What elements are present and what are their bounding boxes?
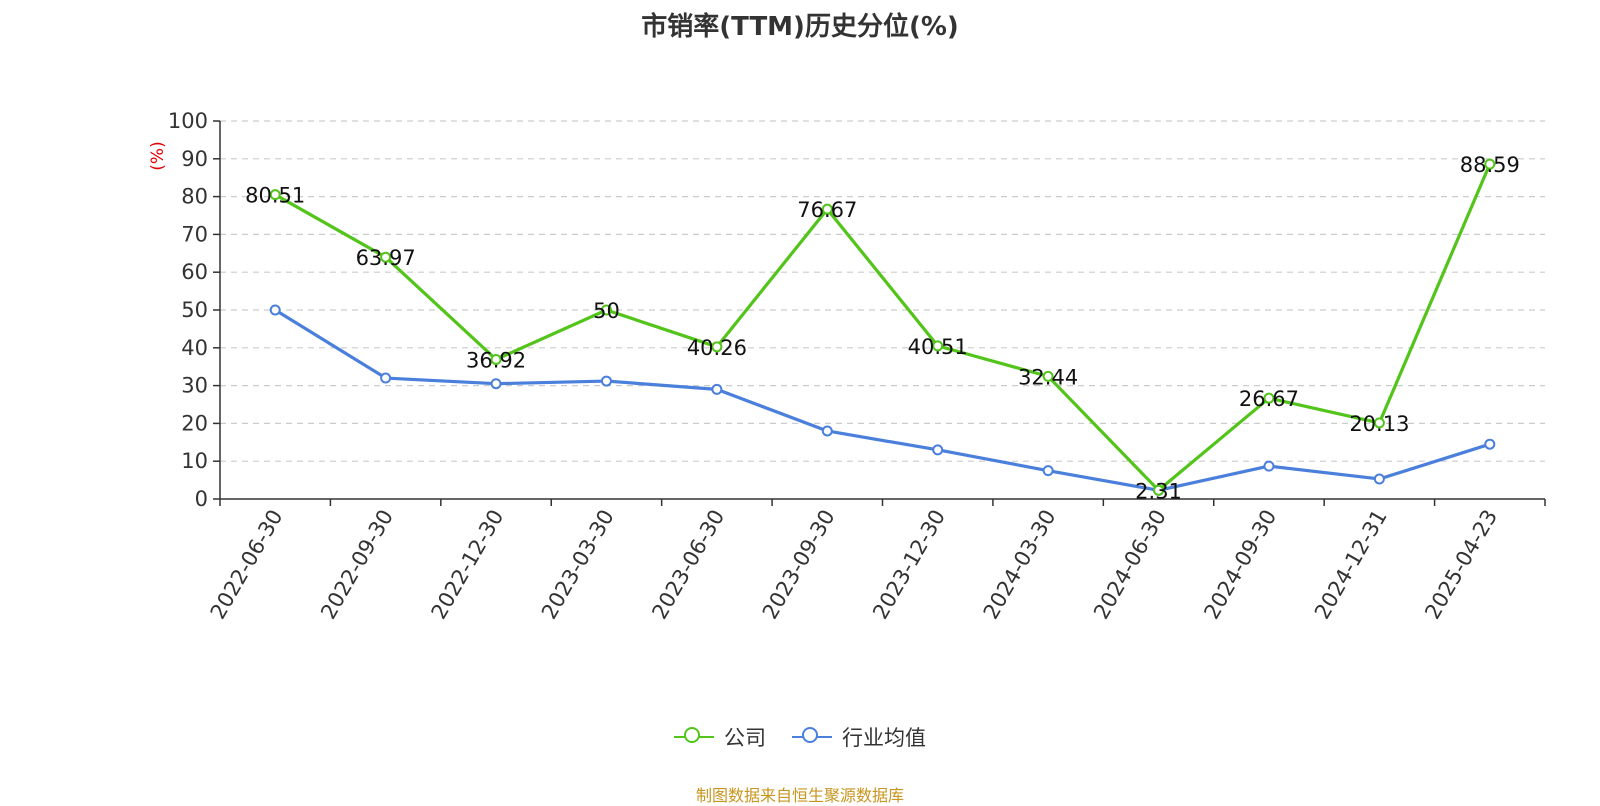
x-tick-label: 2023-09-30	[758, 506, 840, 624]
data-label: 36.92	[466, 348, 526, 372]
data-label: 2.31	[1135, 479, 1182, 503]
data-point-industry-average	[1263, 460, 1275, 472]
legend-item-industry-average[interactable]: 行业均值	[792, 722, 926, 752]
y-tick-label: 10	[181, 449, 208, 473]
y-tick-label: 20	[181, 411, 208, 435]
data-point-company	[1153, 484, 1165, 496]
data-point-company	[1042, 370, 1054, 382]
data-label: 76.67	[797, 198, 857, 222]
data-point-company	[711, 341, 723, 353]
legend-label-company: 公司	[724, 726, 766, 750]
data-point-company	[932, 340, 944, 352]
legend-label-industry-average: 行业均值	[842, 726, 926, 750]
x-tick-label: 2024-06-30	[1089, 506, 1171, 624]
data-point-company	[1373, 417, 1385, 429]
x-tick-label: 2025-04-23	[1420, 506, 1502, 624]
data-point-company	[600, 304, 612, 316]
y-tick-label: 100	[168, 109, 208, 133]
x-tick-label: 2022-06-30	[206, 506, 288, 624]
data-label: 32.44	[1018, 365, 1078, 389]
data-point-industry-average	[1484, 438, 1496, 450]
y-tick-label: 80	[181, 185, 208, 209]
data-point-company	[1263, 392, 1275, 404]
y-tick-label: 50	[181, 298, 208, 322]
legend: 公司 行业均值	[0, 722, 1600, 752]
y-tick-label: 40	[181, 336, 208, 360]
y-axis-label: (%)	[148, 141, 168, 170]
chart-title: 市销率(TTM)历史分位(%)	[641, 12, 959, 42]
x-tick-label: 2024-03-30	[979, 506, 1061, 624]
data-point-industry-average	[821, 425, 833, 437]
data-label: 80.51	[245, 184, 305, 208]
legend-swatch-company	[674, 726, 714, 748]
data-point-company	[821, 203, 833, 215]
data-point-industry-average	[380, 372, 392, 384]
data-label: 50	[593, 299, 620, 323]
legend-swatch-industry-average	[792, 726, 832, 748]
data-label: 26.67	[1239, 387, 1299, 411]
data-point-company	[380, 251, 392, 263]
x-tick-label: 2023-03-30	[537, 506, 619, 624]
data-point-company	[490, 353, 502, 365]
data-label: 63.97	[356, 246, 416, 270]
x-tick-label: 2023-12-30	[868, 505, 950, 623]
data-point-industry-average	[269, 304, 281, 316]
x-tick-label: 2022-09-30	[316, 506, 398, 624]
y-tick-label: 90	[181, 147, 208, 171]
data-label: 20.13	[1349, 412, 1409, 436]
data-label: 40.26	[687, 336, 747, 360]
data-point-industry-average	[600, 375, 612, 387]
data-point-industry-average	[1042, 465, 1054, 477]
data-label: 88.59	[1460, 153, 1520, 177]
data-point-industry-average	[932, 444, 944, 456]
y-tick-label: 30	[181, 374, 208, 398]
data-point-industry-average	[1373, 473, 1385, 485]
series-line-company	[274, 163, 1492, 492]
data-point-industry-average	[490, 378, 502, 390]
source-note: 制图数据来自恒生聚源数据库	[695, 786, 904, 805]
data-point-company	[269, 189, 281, 201]
data-point-industry-average	[711, 383, 723, 395]
series-line-industry-average	[274, 308, 1491, 492]
y-tick-label: 60	[181, 260, 208, 284]
x-tick-label: 2022-12-30	[427, 505, 509, 623]
x-tick-label: 2024-12-31	[1310, 506, 1392, 624]
x-tick-label: 2024-09-30	[1199, 506, 1281, 624]
data-point-company	[1484, 158, 1496, 170]
x-tick-label: 2023-06-30	[647, 506, 729, 624]
y-tick-label: 70	[181, 222, 208, 246]
legend-item-company[interactable]: 公司	[674, 722, 766, 752]
data-label: 40.51	[908, 335, 968, 359]
y-tick-label: 0	[195, 487, 208, 511]
